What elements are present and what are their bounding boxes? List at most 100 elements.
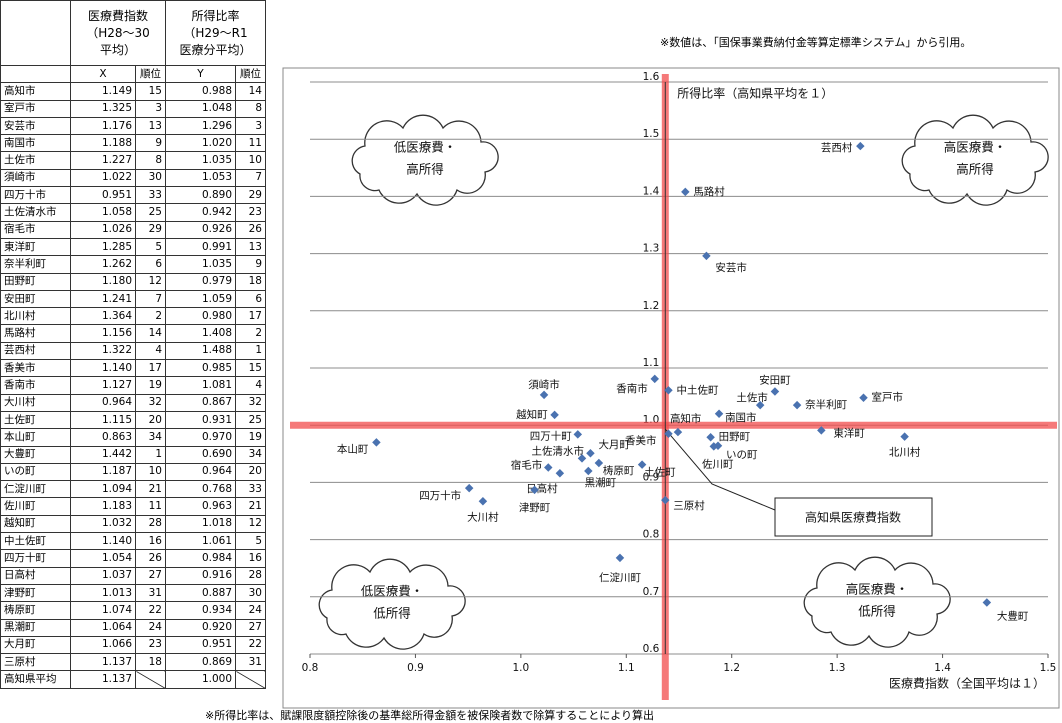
rank: 21 <box>135 480 166 499</box>
municipality: 宿毛市 <box>0 220 71 239</box>
rank: 1 <box>235 341 266 361</box>
rank: 9 <box>235 255 266 274</box>
table-row: 安田町 1.241 7 1.059 6 <box>0 289 266 309</box>
footnote: ※所得比率は、賦課限度額控除後の基準総所得金額を被保険者数で除算することにより算… <box>205 709 654 722</box>
rank: 31 <box>135 583 166 603</box>
table-row: 馬路村 1.156 14 1.408 2 <box>0 324 266 343</box>
quadrant-label: 低医療費・ <box>361 584 424 599</box>
index-value: 1.074 <box>70 601 136 620</box>
table-row: X 順位 Y 順位 <box>0 64 266 84</box>
municipality: 土佐町 <box>0 410 71 430</box>
rank: 26 <box>235 220 266 239</box>
y-tick-label: 1.3 <box>643 243 660 255</box>
point <box>792 400 802 410</box>
point <box>464 483 474 493</box>
point-label: 東洋町 <box>833 426 865 439</box>
point <box>664 386 673 395</box>
rank: 1 <box>135 445 166 464</box>
quadrant-label: 高医療費・ <box>846 582 909 597</box>
point <box>555 469 565 478</box>
municipality: 香美市 <box>0 359 71 378</box>
point-label: 芸西村 <box>821 141 853 154</box>
table-row: 宿毛市 1.026 29 0.926 26 <box>0 220 266 239</box>
rank: 31 <box>235 653 266 672</box>
municipality: 梼原町 <box>0 601 71 620</box>
index-value: 1.064 <box>70 618 136 637</box>
point-label: 大川村 <box>467 510 499 523</box>
index-value: 1.176 <box>70 116 136 136</box>
municipality: 北川村 <box>0 307 71 326</box>
header-line: （H29～R1 <box>183 25 248 40</box>
rank: 5 <box>235 532 266 551</box>
municipality: 高知市 <box>0 82 71 101</box>
point <box>817 426 826 435</box>
subheader-blank <box>0 64 71 84</box>
x-tick-label: 1.0 <box>513 662 530 674</box>
y-tick-label: 0.7 <box>643 586 660 598</box>
column-header: 医療費指数 （H28～30 平均） <box>70 0 166 66</box>
quadrant-label: 低所得 <box>858 604 896 619</box>
rank-empty <box>135 670 166 689</box>
point-label: 四万十町 <box>530 429 572 442</box>
table-row: 佐川町 1.183 11 0.963 21 <box>0 497 266 516</box>
index-value: 1.137 <box>70 653 136 672</box>
x-tick-label: 1.2 <box>723 662 740 674</box>
municipality: 本山町 <box>0 428 71 447</box>
table-row: 南国市 1.188 9 1.020 11 <box>0 134 266 153</box>
rank: 13 <box>135 116 166 136</box>
average-label: 高知県平均 <box>0 670 71 689</box>
index-value: 1.115 <box>70 410 136 430</box>
rank: 20 <box>235 462 266 482</box>
rank: 14 <box>235 82 266 101</box>
table-row: 本山町 0.863 34 0.970 19 <box>0 428 266 447</box>
index-value: 0.963 <box>165 497 236 516</box>
rank: 34 <box>235 445 266 464</box>
y-tick-label: 1.2 <box>643 300 660 312</box>
point <box>372 438 381 447</box>
rank: 32 <box>135 393 166 412</box>
rank: 32 <box>235 393 266 412</box>
rank: 11 <box>235 134 266 153</box>
municipality: 津野町 <box>0 583 71 603</box>
average-x: 1.137 <box>70 670 136 689</box>
index-value: 1.058 <box>70 203 136 222</box>
header-line: 医療分平均） <box>179 42 252 57</box>
point-label: 中土佐町 <box>676 383 718 396</box>
rank: 10 <box>235 151 266 170</box>
point-label: 土佐町 <box>644 466 676 479</box>
point <box>706 432 715 442</box>
table-row: 四万十市 0.951 33 0.890 29 <box>0 186 266 205</box>
table-row: 四万十町 1.054 26 0.984 16 <box>0 549 266 568</box>
table-row: 土佐町 1.115 20 0.931 25 <box>0 410 266 430</box>
point-label: 安田町 <box>759 373 791 386</box>
index-value: 0.942 <box>165 203 236 222</box>
y-tick-label: 1.4 <box>643 185 660 197</box>
index-value: 0.964 <box>70 393 136 412</box>
rank: 19 <box>135 376 166 395</box>
index-value: 1.180 <box>70 272 136 291</box>
index-value: 1.322 <box>70 341 136 361</box>
point <box>702 251 711 261</box>
index-value: 0.988 <box>165 82 236 101</box>
table-row: 土佐市 1.227 8 1.035 10 <box>0 151 266 170</box>
header-line: 平均） <box>99 42 136 57</box>
municipality: 中土佐町 <box>0 532 71 551</box>
table-row: いの町 1.187 10 0.964 20 <box>0 462 266 482</box>
quadrant-label: 高所得 <box>406 162 444 177</box>
point-label: 大月町 <box>598 438 630 451</box>
cloud-shape <box>318 558 466 650</box>
x-tick-label: 1.3 <box>829 662 846 674</box>
table-row: 黒潮町 1.064 24 0.920 27 <box>0 618 266 637</box>
table-row: 津野町 1.013 31 0.887 30 <box>0 583 266 603</box>
rank: 10 <box>135 462 166 482</box>
header-line: （H28～30 <box>86 25 150 40</box>
y-tick-label: 0.8 <box>643 529 660 541</box>
point <box>755 400 765 410</box>
rank: 30 <box>235 583 266 603</box>
index-value: 0.964 <box>165 462 236 482</box>
rank: 2 <box>135 307 166 326</box>
table-row: 大川村 0.964 32 0.867 32 <box>0 393 266 412</box>
index-value: 1.241 <box>70 289 136 309</box>
point-label: 佐川町 <box>702 457 734 470</box>
index-value: 0.920 <box>165 618 236 637</box>
